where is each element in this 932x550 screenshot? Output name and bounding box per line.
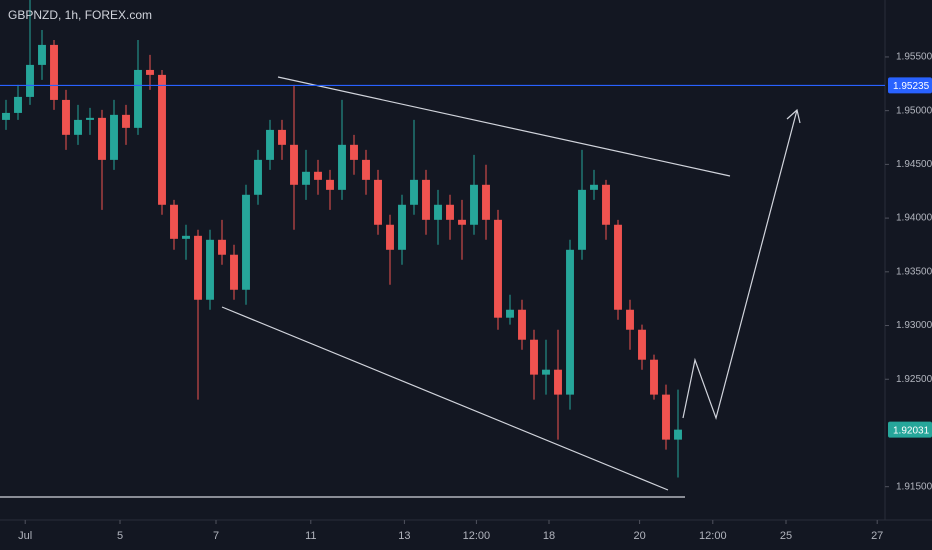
candle-body (530, 339, 538, 375)
candle-body (158, 74, 166, 205)
candle-body (650, 359, 658, 395)
candle-body (518, 309, 526, 340)
candle-body (614, 224, 622, 310)
candle-body (662, 394, 670, 440)
candle-body (338, 144, 346, 190)
x-tick-label: 20 (633, 530, 645, 542)
candle-body (638, 329, 646, 360)
candle-body (542, 369, 550, 375)
candle-body (38, 44, 46, 65)
candle-body (146, 69, 154, 75)
candle-body (674, 429, 682, 440)
y-tick-label: 1.93000 (896, 320, 932, 331)
y-tick-label: 1.91500 (896, 481, 932, 492)
candle-body (350, 144, 358, 160)
candle-body (494, 219, 502, 318)
lower-trendline (221, 306, 669, 491)
candle-body (398, 204, 406, 250)
y-tick-label: 1.94500 (896, 159, 932, 170)
candle-body (374, 179, 382, 225)
candle-body (290, 144, 298, 185)
price-tag (888, 421, 932, 438)
plot-area (2, 0, 682, 478)
candle-body (74, 119, 82, 135)
candle-body (98, 117, 106, 160)
candle-body (326, 179, 334, 190)
candle-body (626, 309, 634, 330)
candle-body (302, 171, 310, 185)
price-tag (888, 77, 932, 94)
y-tick-label: 1.95500 (896, 52, 932, 63)
candle-body (218, 239, 226, 255)
x-tick-label: 12:00 (699, 530, 727, 542)
x-tick-label: 18 (543, 530, 555, 542)
candle-body (422, 179, 430, 220)
candle-body (170, 204, 178, 239)
candle-body (110, 114, 118, 160)
candle-body (386, 224, 394, 250)
price-tag-label: 1.95235 (893, 81, 930, 92)
x-tick-label: Jul (18, 530, 32, 542)
candle-body (278, 129, 286, 145)
candle-body (2, 112, 10, 120)
upper-trendline (277, 76, 731, 177)
y-tick-label: 1.92500 (896, 374, 932, 385)
candle-body (230, 254, 238, 290)
candle-body (62, 99, 70, 135)
x-tick-label: 27 (871, 530, 883, 542)
candle-body (50, 44, 58, 100)
arrow-head (786, 108, 801, 124)
candle-body (590, 184, 598, 190)
x-tick-label: 11 (305, 530, 316, 542)
price-tag-label: 1.92031 (893, 425, 930, 436)
candle-body (26, 64, 34, 97)
candle-body (554, 369, 562, 395)
candle-body (362, 159, 370, 180)
x-tick-label: 13 (398, 530, 410, 542)
y-tick-label: 1.95000 (896, 105, 932, 116)
candle-body (194, 235, 202, 300)
x-tick-label: 25 (780, 530, 792, 542)
candle-body (122, 114, 130, 128)
candle-body (86, 117, 94, 120)
candle-body (242, 194, 250, 290)
candle-body (254, 159, 262, 195)
chart-title: GBPNZD, 1h, FOREX.com (8, 8, 152, 22)
candle-body (134, 69, 142, 128)
candle-body (266, 129, 274, 160)
candle-body (470, 184, 478, 225)
x-tick-label: 7 (213, 530, 219, 542)
candle-body (182, 235, 190, 239)
y-tick-label: 1.94000 (896, 213, 932, 224)
candle-body (578, 189, 586, 250)
candle-body (314, 171, 322, 180)
candle-body (482, 184, 490, 220)
candle-body (602, 184, 610, 225)
x-tick-label: 12:00 (463, 530, 491, 542)
candle-body (434, 204, 442, 220)
candle-body (206, 239, 214, 300)
candle-body (566, 249, 574, 395)
x-tick-label: 5 (117, 530, 123, 542)
candle-body (410, 179, 418, 205)
candle-body (14, 96, 22, 113)
candle-body (458, 219, 466, 225)
projection-arrow (682, 109, 798, 421)
candle-body (446, 204, 454, 220)
y-tick-label: 1.93500 (896, 266, 932, 277)
candle-body (506, 309, 514, 318)
